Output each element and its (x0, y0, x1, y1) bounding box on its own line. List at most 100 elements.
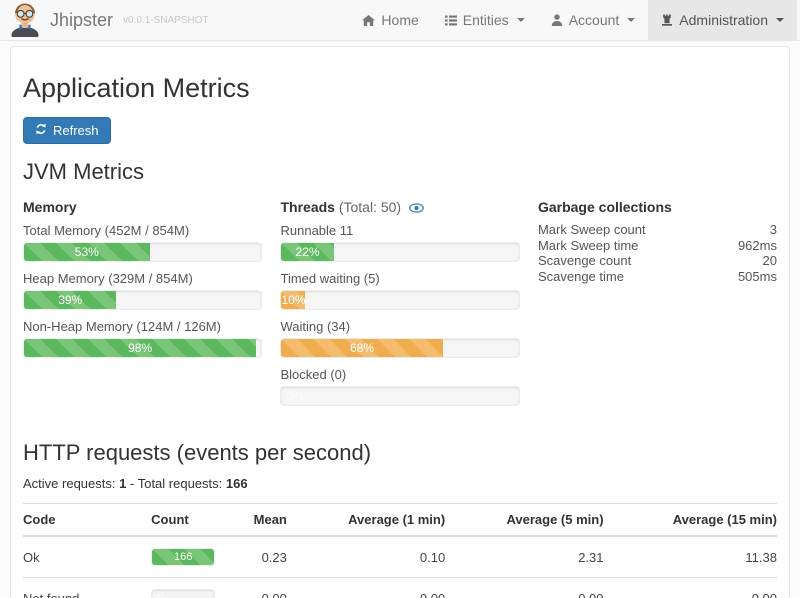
gc-row: Scavenge time 505ms (538, 269, 777, 285)
avg-5min-cell: 2.31 (578, 549, 604, 565)
nav-item-administration[interactable]: Administration (648, 0, 797, 40)
progress-label: Total Memory (452M / 854M) (23, 223, 190, 238)
progress-label: Runnable 11 (280, 223, 354, 238)
page-title: Application Metrics (23, 73, 250, 103)
refresh-button-label: Refresh (53, 123, 99, 138)
avg-5min-cell: 0.00 (445, 577, 604, 598)
threads-waiting-group: Waiting (34) 68% (280, 318, 520, 358)
heap-memory-progressbar: 39% (23, 290, 263, 310)
gc-value: 505ms (737, 268, 777, 284)
count-cell: 166 (151, 536, 241, 578)
brand-name: Jhipster (50, 9, 114, 30)
total-requests-label: Total requests: (137, 476, 223, 491)
threads-column: Threads (Total: 50) Runnable 11 22% (280, 195, 520, 414)
nav-item-label: Entities (462, 12, 509, 28)
progress-fill: 10% (281, 291, 306, 309)
col-header-avg-1min: Average (1 min) (286, 503, 446, 537)
list-icon (444, 15, 457, 26)
gc-label: Mark Sweep time (537, 237, 639, 253)
count-progressbar: 166 (151, 548, 216, 566)
table-header-row: Code Count Mean Average (1 min) Average … (23, 503, 777, 537)
summary-separator: - (129, 476, 135, 491)
col-header-count: Count (151, 503, 242, 537)
gc-label: Mark Sweep count (537, 222, 646, 237)
total-requests-value: 166 (225, 476, 248, 491)
expand-threads-button[interactable] (409, 201, 424, 216)
timed-waiting-progressbar: 10% (280, 290, 520, 310)
memory-heap-group: Heap Memory (329M / 854M) 39% (23, 270, 263, 310)
col-header-mean: Mean (241, 503, 287, 537)
col-header-avg-15min: Average (15 min) (603, 503, 777, 537)
jhipster-avatar-logo-icon (8, 1, 42, 43)
code-cell: Not found (23, 577, 152, 598)
nav-item-label: Account (568, 12, 620, 28)
gc-label: Scavenge count (537, 253, 632, 268)
memory-column: Memory Total Memory (452M / 854M) 53% He… (23, 195, 263, 414)
http-requests-table: Code Count Mean Average (1 min) Average … (23, 503, 777, 598)
blocked-progressbar: 0% (280, 386, 520, 406)
progress-fill: 39% (24, 291, 117, 309)
nav-item-account[interactable]: Account (538, 0, 649, 40)
progress-fill: 68% (281, 339, 443, 357)
memory-total-group: Total Memory (452M / 854M) 53% (23, 222, 263, 262)
gc-value: 3 (769, 222, 777, 237)
waiting-progressbar: 68% (280, 338, 520, 358)
threads-runnable-group: Runnable 11 22% (280, 222, 520, 262)
navbar-menu: Home Entities Account (349, 0, 797, 40)
progress-fill: 22% (281, 243, 334, 261)
threads-blocked-group: Blocked (0) 0% (280, 366, 520, 406)
active-requests-label: Active requests: (23, 476, 116, 491)
refresh-icon (35, 123, 47, 138)
threads-total-label: (Total: 50) (338, 199, 402, 215)
count-progressbar: 0 (151, 589, 216, 598)
eye-icon (409, 201, 424, 216)
runnable-progressbar: 22% (280, 242, 520, 262)
table-row-not-found: Not found 0 0.00 0.00 0.00 0.00 (23, 577, 777, 598)
table-row-ok: Ok 166 0.23 0.10 2.31 11.38 (23, 536, 777, 578)
progress-label: Heap Memory (329M / 854M) (23, 271, 193, 286)
gc-heading: Garbage collections (537, 199, 672, 215)
nav-item-home[interactable]: Home (349, 0, 431, 40)
jvm-metrics-heading: JVM Metrics (23, 159, 144, 184)
progress-label: Timed waiting (5) (280, 271, 380, 286)
mean-cell: 0.23 (261, 549, 287, 565)
brand-version: v0.0.1-SNAPSHOT (123, 14, 209, 26)
col-header-code: Code (23, 503, 152, 537)
gc-value: 20 (762, 253, 777, 268)
gc-row: Mark Sweep count 3 (538, 222, 777, 238)
chevron-down-icon (627, 18, 636, 22)
nav-item-label: Administration (679, 12, 768, 28)
home-icon (362, 14, 376, 26)
total-memory-progressbar: 53% (23, 242, 263, 262)
threads-heading-label: Threads (280, 199, 335, 215)
refresh-button[interactable]: Refresh (23, 117, 111, 144)
gc-row: Scavenge count 20 (538, 253, 777, 269)
mean-cell: 0.00 (241, 577, 287, 598)
progress-fill: 53% (24, 243, 150, 261)
count-cell: 0 (151, 577, 242, 598)
chevron-down-icon (516, 18, 525, 22)
progress-label: Blocked (0) (280, 367, 347, 382)
nav-item-label: Home (381, 12, 419, 28)
progress-fill: 166 (152, 549, 215, 565)
brand[interactable]: Jhipster v0.0.1-SNAPSHOT (0, 0, 209, 43)
threads-heading: Threads (Total: 50) (280, 199, 519, 216)
progress-label: Waiting (34) (280, 319, 351, 334)
code-cell: Ok (23, 549, 40, 565)
progress-fill: 0% (286, 389, 304, 403)
memory-heading: Memory (23, 199, 77, 215)
jvm-metrics-row: Memory Total Memory (452M / 854M) 53% He… (23, 195, 777, 414)
chevron-down-icon (776, 18, 784, 22)
gc-row: Mark Sweep time 962ms (538, 238, 777, 254)
progress-label: Non-Heap Memory (124M / 126M) (23, 319, 221, 334)
avg-1min-cell: 0.10 (419, 549, 446, 565)
progress-fill: 98% (24, 339, 257, 357)
threads-timedwaiting-group: Timed waiting (5) 10% (280, 270, 520, 310)
active-requests-value: 1 (119, 476, 127, 491)
requests-summary: Active requests: 1 - Total requests: 166 (23, 476, 777, 491)
progress-fill: 0 (157, 592, 164, 598)
avg-15min-cell: 0.00 (603, 577, 777, 598)
gc-value: 962ms (737, 237, 777, 253)
nav-item-entities[interactable]: Entities (432, 0, 538, 40)
nonheap-memory-progressbar: 98% (23, 338, 263, 358)
